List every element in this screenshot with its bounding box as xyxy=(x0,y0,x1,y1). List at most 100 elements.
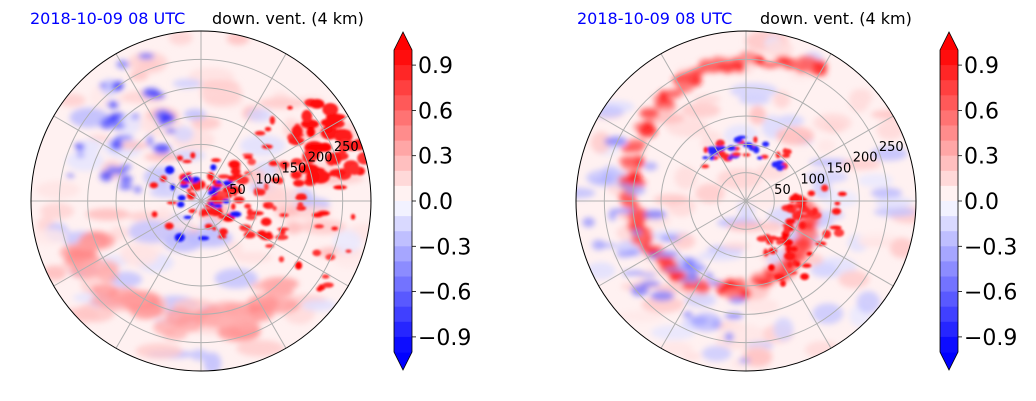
panel-left-field-patch xyxy=(120,245,159,267)
panel-right-field-cell xyxy=(785,244,792,253)
panel-left-field-cell xyxy=(200,212,212,216)
panel-left-field-cell xyxy=(324,125,333,133)
panel-left-field xyxy=(31,31,371,371)
panel-left-field-cell xyxy=(213,203,223,208)
panel-left-field-cell xyxy=(246,208,253,217)
panel-right-field-patch xyxy=(586,262,616,280)
panel-right-field-cell xyxy=(798,221,806,230)
panel-left-field-cell xyxy=(279,230,286,235)
panel-left-colorbar-extend-min xyxy=(394,352,412,370)
panel-right-grid-spoke-120 xyxy=(660,53,747,202)
panel-left-colorbar-tick-label: −0.9 xyxy=(418,326,471,351)
panel-left-field-cell xyxy=(151,211,158,218)
panel-left-field-patch xyxy=(117,290,152,307)
panel-left-field-patch xyxy=(110,113,126,119)
panel-left-colorbar-segment xyxy=(394,125,412,142)
panel-right-field-patch xyxy=(870,146,908,161)
panel-right-field-patch xyxy=(857,173,894,188)
panel-right-radial-label-250: 250 xyxy=(879,140,904,155)
panel-right-field-cell xyxy=(719,155,729,159)
panel-left-field-patch xyxy=(69,107,109,128)
panel-right-field-patch xyxy=(701,345,732,362)
panel-left-field-cell xyxy=(247,158,256,166)
panel-right-field-cell xyxy=(762,141,770,147)
panel-right-field-patch xyxy=(641,272,656,279)
panel-right-field-cell xyxy=(756,235,769,242)
panel-left-colorbar-segment xyxy=(394,50,412,66)
panel-right-field-patch xyxy=(889,237,915,259)
panel-left-field-cell xyxy=(301,109,313,123)
panel-right-field-patch xyxy=(738,50,758,64)
panel-left-field-patch xyxy=(234,316,259,331)
panel-left-field-cell xyxy=(177,194,186,201)
panel-right-field-cell xyxy=(790,246,798,252)
panel-right-field-patch xyxy=(876,119,904,141)
panel-left-field-cell xyxy=(245,215,257,221)
panel-right-field-patch xyxy=(641,295,685,314)
panel-left-field-cell xyxy=(261,144,273,149)
panel-left-field-cell xyxy=(243,231,256,239)
panel-right-field-cell xyxy=(702,156,709,160)
panel-right-field-patch xyxy=(729,82,778,99)
panel-right-field-cell xyxy=(797,204,807,209)
panel-left-field-cell xyxy=(244,203,252,209)
panel-left-field-cell xyxy=(228,160,241,169)
panel-left-field-patch xyxy=(159,112,176,124)
panel-right-field-patch xyxy=(704,272,714,279)
panel-left-field-cell xyxy=(348,141,365,150)
panel-right-field-patch xyxy=(765,39,793,60)
panel-left-field-cell xyxy=(217,174,231,179)
panel-right-field-cell xyxy=(701,164,710,169)
panel-right-colorbar-segment xyxy=(940,306,958,323)
panel-right-colorbar-segment xyxy=(940,291,958,308)
panel-left-field-patch xyxy=(31,228,68,245)
panel-left-field-patch xyxy=(333,229,362,254)
panel-left-field-cell xyxy=(213,183,224,188)
panel-right-variable-title: down. vent. (4 km) xyxy=(760,9,912,28)
panel-right-field-patch xyxy=(698,251,743,261)
panel-left-field-cell xyxy=(325,253,336,261)
panel-left-field-patch xyxy=(148,92,166,99)
panel-left-field-patch xyxy=(110,271,143,288)
panel-left-field-cell xyxy=(333,185,347,190)
panel-left-field-patch xyxy=(116,60,130,69)
panel-right-frame xyxy=(575,30,917,372)
panel-left-field-cell xyxy=(322,282,334,288)
panel-left-field-patch xyxy=(172,78,202,89)
panel-right-grid-spoke-300 xyxy=(745,200,832,349)
panel-right-colorbar-segment xyxy=(940,276,958,293)
panel-right-colorbar-tick-label: 0.6 xyxy=(964,99,999,124)
panel-left-field-cell xyxy=(269,116,276,125)
panel-right-field-cell xyxy=(760,154,769,159)
panel-left-field-cell xyxy=(165,165,175,175)
panel-left-field-cell xyxy=(302,150,317,164)
panel-left-colorbar-segment xyxy=(394,321,412,338)
panel-left-radial-label-150: 150 xyxy=(282,161,307,176)
panel-left-radial-label-200: 200 xyxy=(308,151,333,166)
panel-left-field-patch xyxy=(76,236,102,251)
panel-right-field-patch xyxy=(711,318,722,330)
panel-right-field-patch xyxy=(674,165,698,190)
panel-left-field-patch xyxy=(190,349,209,361)
panel-right-grid-spoke-240 xyxy=(660,200,747,349)
panel-right-colorbar-segment xyxy=(940,125,958,142)
panel-left-field-patch xyxy=(137,60,161,70)
panel-left-colorbar-segment xyxy=(394,276,412,293)
panel-left-field-patch xyxy=(191,116,221,130)
panel-left-field-cell xyxy=(322,102,339,116)
panel-left-colorbar-tick-label: −0.6 xyxy=(418,281,471,306)
panel-left-grid-spoke-150 xyxy=(53,115,202,202)
panel-right-field-patch xyxy=(729,296,747,304)
panel-right-field-patch xyxy=(870,187,903,199)
panel-right-field-cell xyxy=(731,152,742,157)
panel-left-field-cell xyxy=(305,170,320,183)
panel-left-grid-spoke-30 xyxy=(200,115,349,202)
panel-right-field-cell xyxy=(807,190,816,197)
panel-right-field-cell xyxy=(792,259,798,267)
panel-right-field-patch xyxy=(619,155,638,166)
panel-right-field-patch xyxy=(682,352,702,361)
panel-left-colorbar-tick-label: 0.6 xyxy=(418,99,453,124)
panel-right-field-cell xyxy=(834,201,841,206)
panel-right-field-patch xyxy=(789,59,803,67)
